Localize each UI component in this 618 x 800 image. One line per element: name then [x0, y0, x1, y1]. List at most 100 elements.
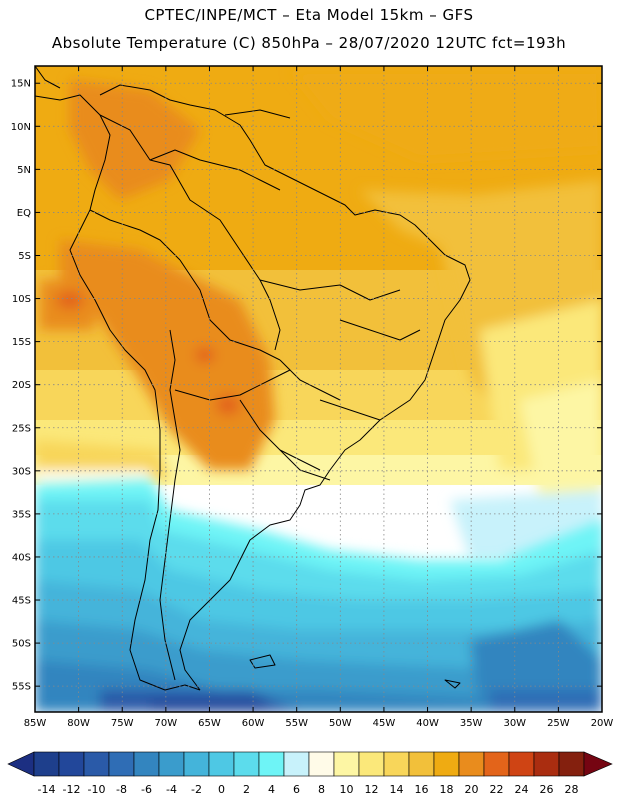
- colorbar-label: 16: [415, 783, 429, 796]
- lon-tick-label: 65W: [198, 718, 221, 729]
- hotspot-peru-coast: [56, 291, 84, 309]
- coldest-core: [150, 700, 270, 712]
- colorbar-swatch: [508, 751, 535, 777]
- border-bolivia-paraguay: [174, 369, 291, 401]
- colorbar-label: -14: [38, 783, 56, 796]
- colorbar: -14 -12 -10 -8 -6 -4 -2 0 2 4 6 8 10 12 14 16 18 20 22 24 26…: [7, 751, 613, 796]
- colorbar-label: -8: [116, 783, 127, 796]
- colorbar-label: 4: [268, 783, 275, 796]
- colorbar-label: 6: [293, 783, 300, 796]
- colorbar-label: 24: [515, 783, 529, 796]
- lon-tick-label: 30W: [503, 718, 526, 729]
- colorbar-label: -4: [166, 783, 177, 796]
- cool-yellow-southeast: [520, 380, 602, 500]
- border-chile-argentina: [159, 329, 181, 681]
- chart-title: CPTEC/INPE/MCT – Eta Model 15km – GFS: [144, 6, 474, 24]
- lat-tick-label: 30S: [12, 466, 31, 477]
- cold-patch-far-southeast: [490, 690, 602, 712]
- colorbar-swatch: [433, 751, 460, 777]
- colorbar-label: 12: [365, 783, 379, 796]
- colorbar-swatch: [283, 751, 310, 777]
- colorbar-swatch: [533, 751, 560, 777]
- colorbar-swatch: [208, 751, 235, 777]
- colorbar-swatch: [333, 751, 360, 777]
- colorbar-swatch: [233, 751, 260, 777]
- lon-tick-label: 35W: [460, 718, 483, 729]
- lat-tick-label: 15S: [12, 337, 31, 348]
- colorbar-label: -10: [88, 783, 106, 796]
- colorbar-swatch: [308, 751, 335, 777]
- colorbar-swatch: [158, 751, 185, 777]
- lon-tick-label: 40W: [416, 718, 439, 729]
- lon-tick-label: 60W: [242, 718, 265, 729]
- map-frame: [34, 65, 603, 713]
- colorbar-under-arrow: [7, 751, 35, 777]
- colorbar-over-arrow: [583, 751, 613, 777]
- lat-tick-label: 25S: [12, 423, 31, 434]
- lon-tick-label: 85W: [24, 718, 47, 729]
- colorbar-swatch: [358, 751, 385, 777]
- equatorial-atlantic: [360, 190, 602, 260]
- colorbar-label: -2: [191, 783, 202, 796]
- lat-tick-label: 5N: [17, 165, 31, 176]
- lon-tick-label: 80W: [67, 718, 90, 729]
- lon-tick-label: 20W: [591, 718, 614, 729]
- colorbar-label: 10: [340, 783, 354, 796]
- colorbar-label: 20: [465, 783, 479, 796]
- colorbar-swatch: [33, 751, 60, 777]
- brazil-state-lines-south: [319, 399, 381, 421]
- caribbean-warm: [290, 70, 602, 160]
- colorbar-swatch: [108, 751, 135, 777]
- colorbar-label: -6: [141, 783, 152, 796]
- colorbar-label: 14: [390, 783, 404, 796]
- atlantic-coastline: [99, 84, 471, 691]
- lon-tick-label: 75W: [111, 718, 134, 729]
- lat-tick-label: 10N: [11, 122, 31, 133]
- colorbar-label: -12: [63, 783, 81, 796]
- lon-tick-label: 25W: [547, 718, 570, 729]
- lat-tick-label: EQ: [17, 208, 31, 219]
- lon-tick-label: 70W: [155, 718, 178, 729]
- brazil-state-lines-center: [339, 319, 421, 341]
- latitude-axis: 15N 10N 5N EQ 5S 10S 15S 20S 25S 30S 35S 40S 45S 50S 5…: [11, 79, 602, 693]
- northwest-warm-region: [70, 80, 200, 200]
- pacific-coastline: [35, 94, 201, 691]
- south-georgia: [444, 679, 461, 689]
- lon-tick-label: 55W: [285, 718, 308, 729]
- colorbar-swatch: [258, 751, 285, 777]
- brazil-state-lines-north: [259, 279, 401, 301]
- colorbar-label: 8: [318, 783, 325, 796]
- colorbar-swatch: [133, 751, 160, 777]
- colorbar-swatch: [383, 751, 410, 777]
- lat-tick-label: 35S: [12, 509, 31, 520]
- colorbar-label: 26: [540, 783, 554, 796]
- central-america-coast: [35, 66, 61, 89]
- border-venezuela: [149, 149, 281, 191]
- colorbar-swatch: [483, 751, 510, 777]
- lat-tick-label: 50S: [12, 639, 31, 650]
- colorbar-label: 18: [440, 783, 454, 796]
- longitude-axis: 85W 80W 75W 70W 65W 60W 55W 50W 45W 40W 35W 30W 25W 2…: [24, 66, 614, 729]
- hotspot-bolivia: [195, 347, 215, 363]
- border-peru-brazil: [179, 259, 281, 361]
- caribbean-islands: [224, 109, 291, 119]
- chart-subtitle: Absolute Temperature (C) 850hPa – 28/07/…: [51, 34, 567, 52]
- colorbar-label: 2: [243, 783, 250, 796]
- lon-tick-label: 50W: [329, 718, 352, 729]
- colorbar-swatch: [58, 751, 85, 777]
- lat-tick-label: 20S: [12, 380, 31, 391]
- colorbar-label: 28: [565, 783, 579, 796]
- border-colombia-brazil: [99, 114, 281, 351]
- graticule: [35, 66, 602, 712]
- lat-tick-label: 10S: [12, 294, 31, 305]
- lon-tick-label: 45W: [373, 718, 396, 729]
- hotspot-chaco: [216, 395, 240, 415]
- lat-tick-label: 5S: [18, 251, 31, 262]
- lat-tick-label: 55S: [12, 682, 31, 693]
- coastlines: [35, 66, 471, 691]
- colorbar-swatch: [408, 751, 435, 777]
- lat-tick-label: 15N: [11, 79, 31, 90]
- lat-tick-label: 40S: [12, 552, 31, 563]
- colorbar-swatch: [83, 751, 110, 777]
